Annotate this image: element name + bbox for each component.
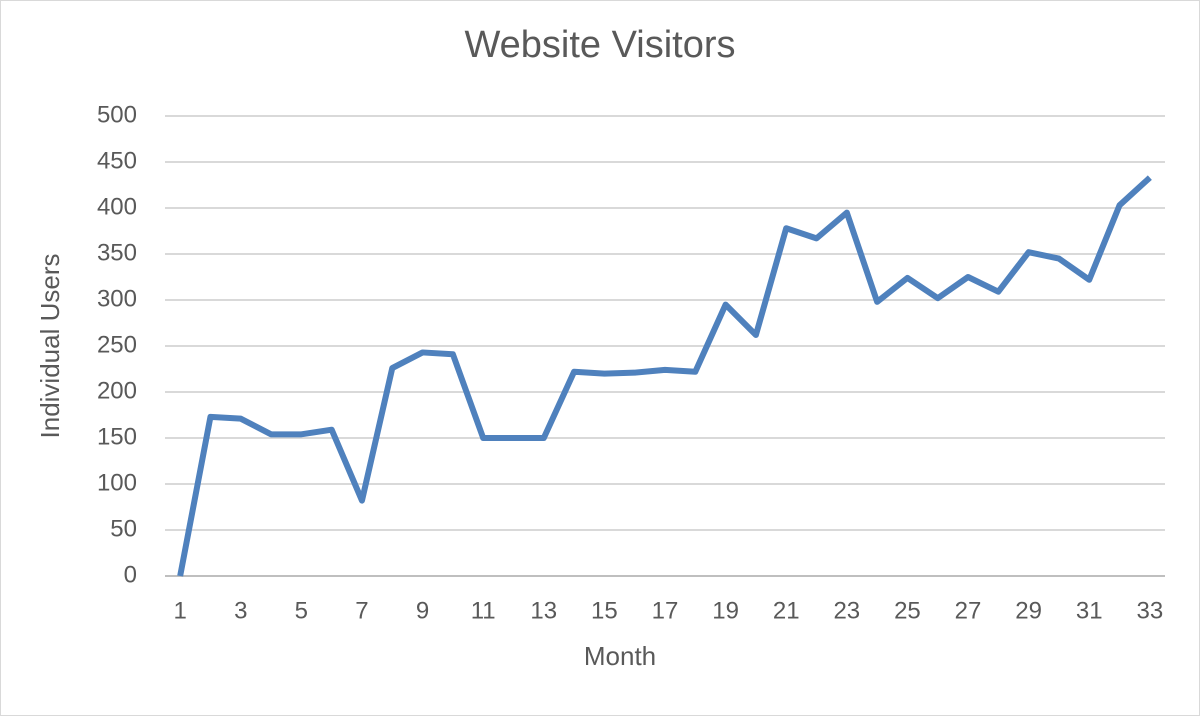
x-tick-label: 5: [295, 597, 308, 624]
y-axis-title: Individual Users: [35, 254, 65, 439]
x-tick-label: 7: [355, 597, 368, 624]
x-tick-label: 15: [591, 597, 618, 624]
x-tick-label: 23: [833, 597, 860, 624]
y-tick-label: 400: [97, 193, 137, 220]
x-tick-label: 1: [173, 597, 186, 624]
y-tick-label: 350: [97, 239, 137, 266]
y-tick-label: 500: [97, 101, 137, 128]
y-tick-label: 150: [97, 423, 137, 450]
x-tick-label: 27: [955, 597, 982, 624]
x-tick-label: 25: [894, 597, 921, 624]
y-tick-label: 250: [97, 331, 137, 358]
x-tick-label: 29: [1015, 597, 1042, 624]
data-line: [177, 175, 1152, 577]
y-tick-label: 200: [97, 377, 137, 404]
x-axis-title: Month: [584, 641, 656, 671]
y-tick-label: 0: [124, 561, 137, 588]
x-tick-label: 21: [773, 597, 800, 624]
x-tick-label: 33: [1136, 597, 1163, 624]
x-tick-label: 9: [416, 597, 429, 624]
x-tick-label: 3: [234, 597, 247, 624]
x-tick-label: 17: [652, 597, 679, 624]
x-tick-label: 19: [712, 597, 739, 624]
x-tick-label: 13: [530, 597, 557, 624]
y-tick-label: 50: [110, 515, 137, 542]
y-tick-label: 450: [97, 147, 137, 174]
y-tick-label: 100: [97, 469, 137, 496]
x-tick-label: 11: [471, 597, 496, 624]
y-tick-label: 300: [97, 285, 137, 312]
x-tick-label: 31: [1076, 597, 1103, 624]
chart-title: Website Visitors: [464, 24, 735, 66]
